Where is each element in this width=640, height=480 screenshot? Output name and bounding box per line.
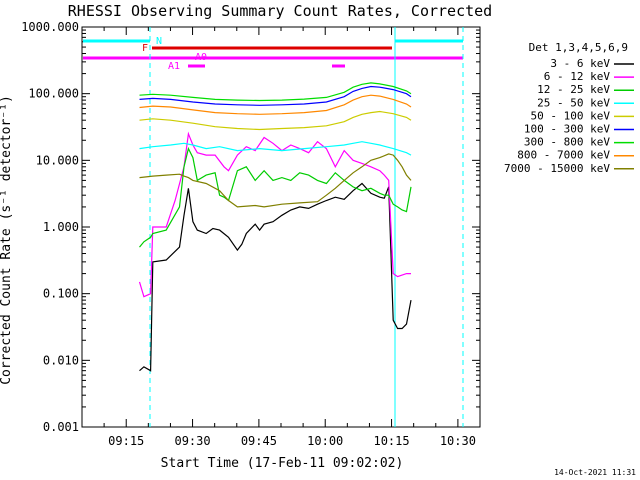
observing-marks: N F A0 A1 (83, 27, 464, 427)
y-tick-label: 1.000 (43, 220, 79, 234)
axis-tick-labels: 0.001 0.010 0.100 1.000 10.000 100.000 1000.00… (21, 20, 476, 448)
series-lines (138, 82, 412, 372)
legend-label-4: 50 - 100 keV (531, 109, 611, 122)
x-tick-label: 10:30 (440, 434, 476, 448)
footer-timestamp: 14-Oct-2021 11:31 (554, 468, 636, 477)
legend-label-3: 25 - 50 keV (537, 96, 610, 109)
plot-frame (81, 26, 481, 428)
legend-title: Det 1,3,4,5,6,9 (529, 41, 628, 54)
x-tick-label: 10:15 (373, 434, 409, 448)
y-tick-label: 10.000 (36, 153, 79, 167)
axis-ticks (82, 26, 481, 428)
legend-label-7: 800 - 7000 keV (517, 149, 610, 162)
series-line-7 (139, 94, 412, 115)
legend-label-1: 6 - 12 keV (544, 70, 611, 83)
y-tick-label: 100.000 (28, 87, 79, 101)
chart-title: RHESSI Observing Summary Count Rates, Co… (68, 2, 492, 20)
f-mark-label: F (142, 43, 148, 54)
series-line-6 (139, 82, 412, 102)
legend-label-5: 100 - 300 keV (524, 123, 610, 136)
y-tick-label: 0.001 (43, 420, 79, 434)
series-line-5 (139, 85, 412, 106)
x-tick-label: 09:15 (108, 434, 144, 448)
n-mark-label: N (156, 36, 162, 47)
y-axis-label: Corrected Count Rate (s⁻¹ detector⁻¹) (0, 95, 14, 385)
series-line-8 (139, 153, 412, 208)
y-tick-label: 1000.000 (21, 20, 79, 34)
series-line-2 (139, 146, 412, 248)
legend-label-8: 7000 - 15000 keV (504, 162, 610, 175)
a1-mark-label: A1 (168, 61, 180, 72)
series-line-1 (138, 131, 411, 298)
legend-label-6: 300 - 800 keV (524, 136, 610, 149)
y-tick-label: 0.100 (43, 287, 79, 301)
x-axis-label: Start Time (17-Feb-11 09:02:02) (161, 456, 404, 471)
series-line-4 (139, 110, 412, 131)
x-tick-label: 09:45 (241, 434, 277, 448)
x-tick-label: 09:30 (174, 434, 210, 448)
a0-mark-label: A0 (195, 52, 207, 63)
x-tick-label: 10:00 (307, 434, 343, 448)
y-tick-label: 0.010 (43, 353, 79, 367)
legend-label-2: 12 - 25 keV (537, 83, 610, 96)
y-axis-label-group: Corrected Count Rate (s⁻¹ detector⁻¹) (0, 95, 14, 385)
series-line-0 (139, 182, 412, 372)
legend-label-0: 3 - 6 keV (550, 57, 610, 70)
plot-area (81, 26, 481, 428)
series-line-3 (139, 141, 412, 156)
